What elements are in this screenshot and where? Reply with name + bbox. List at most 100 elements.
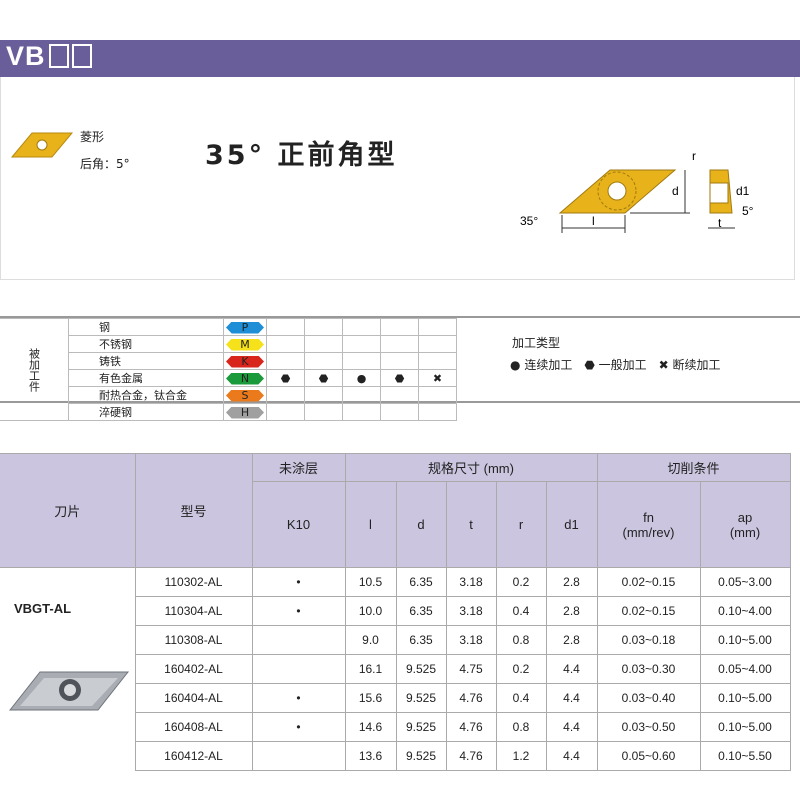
grid-cell: [418, 352, 457, 370]
header-dims: 规格尺寸 (mm): [344, 453, 598, 482]
table-row: 160404-AL • 15.6 9.525 4.76 0.4 4.4 0.03~0.40 0.…: [0, 683, 791, 713]
material-name: 铸铁: [68, 352, 224, 370]
header-d: d: [395, 481, 447, 568]
cell-model: 110304-AL: [134, 596, 253, 626]
dim-t: t: [718, 216, 722, 230]
cell-t: 3.18: [445, 596, 497, 626]
table-row: VBGT-AL 110302-AL • 10.5 6.35 3.18 0.2 2.8 0.02…: [0, 567, 791, 771]
insert-cell: VBGT-AL: [0, 567, 136, 771]
cell-d1: 2.8: [545, 567, 598, 597]
material-name: 耐热合金，钛合金: [68, 386, 224, 404]
cell-t: 4.76: [445, 683, 497, 713]
cell-r: 0.8: [495, 712, 547, 742]
cell-ap: 0.10~5.50: [699, 741, 791, 771]
grid-cell: [304, 352, 343, 370]
shape-label: 菱形: [80, 130, 105, 144]
material-badge: P: [223, 318, 267, 336]
cell-k10: •: [251, 683, 346, 713]
material-row: 淬硬钢 H: [0, 403, 457, 421]
header-k10: K10: [251, 481, 346, 568]
material-badge: K: [223, 352, 267, 370]
table-row: 160412-AL 13.6 9.525 4.76 1.2 4.4 0.05~0.60 0.1…: [0, 741, 791, 771]
grid-cell: [342, 335, 381, 353]
cell-t: 3.18: [445, 625, 497, 655]
cell-r: 0.4: [495, 683, 547, 713]
interrupted-machining-icon: ✖: [418, 369, 457, 387]
cell-d1: 4.4: [545, 741, 598, 771]
cell-t: 4.76: [445, 741, 497, 771]
dim-d1: d1: [736, 184, 750, 198]
material-row: 有色金属 N ⬣ ⬣ ● ⬣ ✖: [0, 369, 457, 387]
cell-l: 10.0: [344, 596, 397, 626]
material-badge: S: [223, 386, 267, 404]
cell-d: 6.35: [395, 625, 447, 655]
grid-cell: [380, 352, 419, 370]
cell-k10: [251, 654, 346, 684]
cell-fn: 0.03~0.18: [596, 625, 701, 655]
header-l: l: [344, 481, 397, 568]
grid-cell: [304, 403, 343, 421]
cell-d: 9.525: [395, 654, 447, 684]
legend-item: ● 连续加工: [510, 358, 573, 372]
cell-d: 6.35: [395, 567, 447, 597]
cell-l: 16.1: [344, 654, 397, 684]
material-name: 不锈钢: [68, 335, 224, 353]
legend-item: ⬣ 一般加工: [584, 358, 647, 372]
material-row: 不锈钢 M: [0, 335, 457, 353]
grid-cell: [418, 335, 457, 353]
rhombus-insert-icon: [10, 132, 74, 158]
dim-angle: 35°: [520, 214, 538, 228]
cell-ap: 0.10~4.00: [699, 596, 791, 626]
cell-t: 3.18: [445, 567, 497, 597]
cell-l: 13.6: [344, 741, 397, 771]
cell-fn: 0.03~0.40: [596, 683, 701, 713]
continuous-machining-icon: ●: [342, 369, 381, 387]
header-t: t: [445, 481, 497, 568]
table-row: 110304-AL • 10.0 6.35 3.18 0.4 2.8 0.02~0.15 0.1…: [0, 596, 791, 626]
grid-cell: [304, 335, 343, 353]
cell-d: 9.525: [395, 683, 447, 713]
material-table: 被加工件钢 P 不锈钢 M 铸铁 K 有色金属 N ⬣ ⬣ ● ⬣ ✖ 耐热合金，钛合金 S 淬硬钢 H: [0, 318, 457, 421]
legend: ● 连续加工 ⬣ 一般加工 ✖ 断续加工: [510, 356, 721, 373]
dim-d: d: [672, 184, 679, 198]
grid-cell: [342, 318, 381, 336]
header-model: 型号: [134, 453, 253, 568]
cell-model: 110302-AL: [134, 567, 253, 597]
material-badge: M: [223, 335, 267, 353]
cell-d1: 2.8: [545, 625, 598, 655]
grid-cell: [380, 318, 419, 336]
general-machining-icon: ⬣: [380, 369, 419, 387]
intro-panel: [0, 77, 795, 280]
cell-r: 0.8: [495, 625, 547, 655]
cell-d1: 4.4: [545, 654, 598, 684]
material-name: 淬硬钢: [68, 403, 224, 421]
header-ap: ap (mm): [699, 481, 791, 568]
header-bar: [0, 40, 800, 77]
header-uncoated: 未涂层: [251, 453, 346, 482]
cell-model: 160404-AL: [134, 683, 253, 713]
grid-cell: [304, 386, 343, 404]
grid-cell: [266, 318, 305, 336]
cell-r: 0.4: [495, 596, 547, 626]
general-machining-icon: ⬣: [584, 358, 595, 372]
cell-ap: 0.10~5.00: [699, 683, 791, 713]
header-cutting: 切削条件: [596, 453, 791, 482]
cell-d: 9.525: [395, 712, 447, 742]
cell-model: 160402-AL: [134, 654, 253, 684]
cell-model: 160412-AL: [134, 741, 253, 771]
cell-fn: 0.02~0.15: [596, 567, 701, 597]
table-row: 160402-AL 16.1 9.525 4.75 0.2 4.4 0.03~0.30 0.0…: [0, 654, 791, 684]
cell-t: 4.76: [445, 712, 497, 742]
material-group-label: 被加工件: [0, 318, 69, 421]
cell-fn: 0.03~0.30: [596, 654, 701, 684]
cell-fn: 0.02~0.15: [596, 596, 701, 626]
cell-r: 1.2: [495, 741, 547, 771]
cell-k10: •: [251, 712, 346, 742]
legend-item: ✖ 断续加工: [658, 358, 721, 372]
dim-clearance: 5°: [742, 204, 754, 218]
cell-d1: 4.4: [545, 712, 598, 742]
material-row: 被加工件钢 P: [0, 318, 457, 421]
cell-l: 15.6: [344, 683, 397, 713]
cell-d: 9.525: [395, 741, 447, 771]
cell-fn: 0.05~0.60: [596, 741, 701, 771]
